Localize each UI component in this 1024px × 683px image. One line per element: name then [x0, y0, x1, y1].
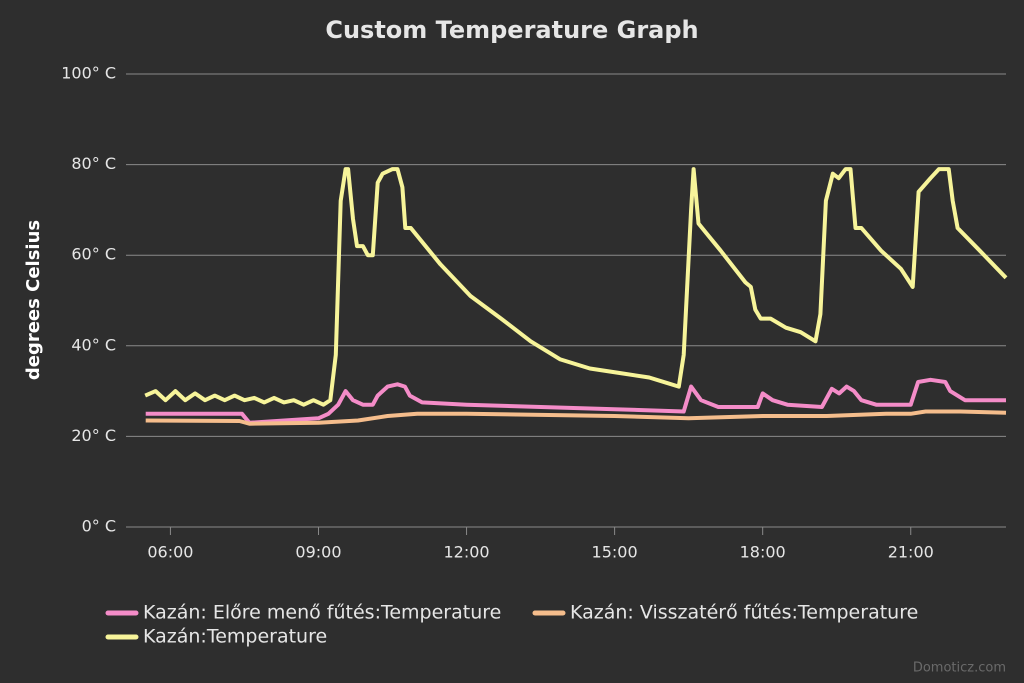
x-tick-label: 15:00 — [592, 543, 638, 562]
legend-label: Kazán: Előre menő fűtés:Temperature — [143, 602, 501, 624]
series-line — [145, 409, 1007, 426]
legend-label: Kazán: Visszatérő fűtés:Temperature — [570, 602, 918, 624]
y-tick-label: 0° C — [82, 517, 116, 536]
legend-label: Kazán:Temperature — [143, 626, 327, 648]
x-tick-label: 09:00 — [295, 543, 341, 562]
y-tick-label: 80° C — [71, 154, 116, 173]
y-tick-label: 100° C — [61, 64, 116, 83]
y-axis-label: degrees Celsius — [23, 220, 44, 380]
series-line — [145, 377, 1006, 425]
series-line — [144, 167, 1008, 407]
credit: Domoticz.com — [913, 661, 1006, 676]
x-tick-label: 06:00 — [147, 543, 193, 562]
chart-title: Custom Temperature Graph — [325, 16, 698, 44]
x-tick-label: 18:00 — [740, 543, 786, 562]
y-tick-label: 20° C — [71, 426, 116, 445]
y-tick-label: 40° C — [71, 335, 116, 354]
x-tick-label: 21:00 — [888, 543, 934, 562]
y-tick-label: 60° C — [71, 245, 116, 264]
x-tick-label: 12:00 — [443, 543, 489, 562]
